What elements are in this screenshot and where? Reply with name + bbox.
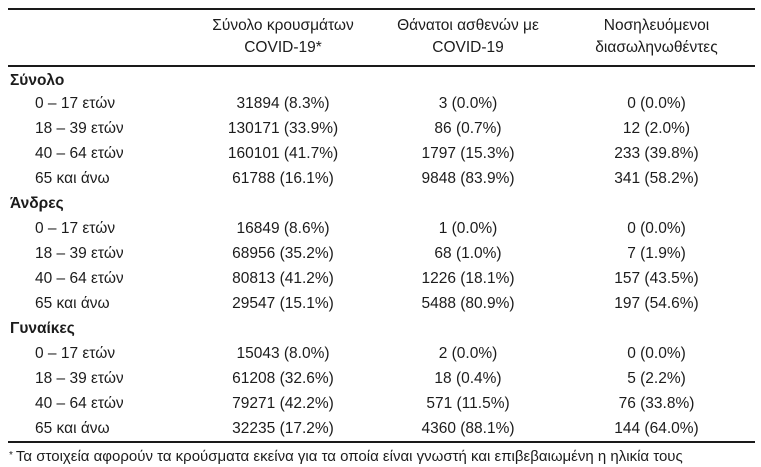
cases-cell: 15043 (8.0%) <box>236 344 330 362</box>
footnote-asterisk-marker: * <box>9 450 13 461</box>
header-intubated: Νοσηλευόμενοι διασωληνωθέντες <box>558 9 755 67</box>
header-deaths-line2: COVID-19 <box>432 39 504 56</box>
age-cell: 65 και άνω <box>35 419 110 437</box>
table-footnote: * Τα στοιχεία αφορούν τα κρούσματα εκείνα… <box>8 441 755 467</box>
intubated-cell: 7 (1.9%) <box>627 244 686 262</box>
intubated-cell: 157 (43.5%) <box>614 269 699 287</box>
cases-cell: 160101 (41.7%) <box>227 144 339 162</box>
table-row-men-40-64: 40 – 64 ετών 80813 (41.2%) 1226 (18.1%) … <box>8 266 755 291</box>
table-row-women-65plus: 65 και άνω 32235 (17.2%) 4360 (88.1%) 14… <box>8 416 755 441</box>
cases-cell: 79271 (42.2%) <box>232 394 334 412</box>
cases-cell: 61788 (16.1%) <box>232 169 334 187</box>
header-deaths-line1: Θάνατοι ασθενών με <box>397 17 539 34</box>
cases-cell: 29547 (15.1%) <box>232 294 334 312</box>
table-row-total-0-17: 0 – 17 ετών 31894 (8.3%) 3 (0.0%) 0 (0.0… <box>8 91 755 116</box>
intubated-cell: 233 (39.8%) <box>614 144 699 162</box>
cases-cell: 32235 (17.2%) <box>232 419 334 437</box>
section-label: Άνδρες <box>10 194 64 212</box>
cases-cell: 68956 (35.2%) <box>232 244 334 262</box>
deaths-cell: 1 (0.0%) <box>438 219 498 237</box>
section-header-total: Σύνολο <box>8 66 755 91</box>
section-header-women: Γυναίκες <box>8 316 755 341</box>
cases-cell: 16849 (8.6%) <box>236 219 330 237</box>
deaths-cell: 86 (0.7%) <box>434 119 502 137</box>
header-total-cases-line1: Σύνολο κρουσμάτων <box>212 17 354 34</box>
table-row-men-65plus: 65 και άνω 29547 (15.1%) 5488 (80.9%) 19… <box>8 291 755 316</box>
table-row-total-65plus: 65 και άνω 61788 (16.1%) 9848 (83.9%) 34… <box>8 166 755 191</box>
header-intubated-line2: διασωληνωθέντες <box>595 39 718 56</box>
covid-age-statistics-table: Σύνολο κρουσμάτων COVID-19* Θάνατοι ασθε… <box>8 8 755 441</box>
deaths-cell: 9848 (83.9%) <box>421 169 515 187</box>
intubated-cell: 0 (0.0%) <box>627 344 686 362</box>
deaths-cell: 3 (0.0%) <box>438 94 498 112</box>
section-label: Σύνολο <box>10 72 65 89</box>
table-row-men-18-39: 18 – 39 ετών 68956 (35.2%) 68 (1.0%) 7 (… <box>8 241 755 266</box>
intubated-cell: 0 (0.0%) <box>627 219 686 237</box>
deaths-cell: 1226 (18.1%) <box>421 269 515 287</box>
intubated-cell: 76 (33.8%) <box>618 394 695 412</box>
footnote-text: Τα στοιχεία αφορούν τα κρούσματα εκείνα … <box>15 448 683 465</box>
intubated-cell: 341 (58.2%) <box>614 169 699 187</box>
table-row-men-0-17: 0 – 17 ετών 16849 (8.6%) 1 (0.0%) 0 (0.0… <box>8 216 755 241</box>
table-row-total-40-64: 40 – 64 ετών 160101 (41.7%) 1797 (15.3%)… <box>8 141 755 166</box>
table-row-women-18-39: 18 – 39 ετών 61208 (32.6%) 18 (0.4%) 5 (… <box>8 366 755 391</box>
intubated-cell: 144 (64.0%) <box>614 419 699 437</box>
age-cell: 0 – 17 ετών <box>35 94 116 112</box>
age-cell: 18 – 39 ετών <box>35 244 124 262</box>
age-cell: 65 και άνω <box>35 294 110 312</box>
header-empty-cell <box>8 9 188 67</box>
deaths-cell: 4360 (88.1%) <box>421 419 515 437</box>
age-cell: 0 – 17 ετών <box>35 219 116 237</box>
age-cell: 18 – 39 ετών <box>35 119 124 137</box>
deaths-cell: 1797 (15.3%) <box>421 144 515 162</box>
deaths-cell: 68 (1.0%) <box>434 244 502 262</box>
header-intubated-line1: Νοσηλευόμενοι <box>603 17 710 34</box>
table-row-total-18-39: 18 – 39 ετών 130171 (33.9%) 86 (0.7%) 12… <box>8 116 755 141</box>
header-total-cases: Σύνολο κρουσμάτων COVID-19* <box>188 9 378 67</box>
cases-cell: 31894 (8.3%) <box>236 94 330 112</box>
header-total-cases-line2: COVID-19* <box>244 39 322 56</box>
deaths-cell: 571 (11.5%) <box>426 394 510 412</box>
intubated-cell: 12 (2.0%) <box>622 119 691 137</box>
cases-cell: 61208 (32.6%) <box>232 369 334 387</box>
age-cell: 65 και άνω <box>35 169 110 187</box>
cases-cell: 80813 (41.2%) <box>232 269 334 287</box>
cases-cell: 130171 (33.9%) <box>227 119 339 137</box>
table-row-women-40-64: 40 – 64 ετών 79271 (42.2%) 571 (11.5%) 7… <box>8 391 755 416</box>
age-cell: 18 – 39 ετών <box>35 369 124 387</box>
intubated-cell: 5 (2.2%) <box>627 369 686 387</box>
intubated-cell: 0 (0.0%) <box>627 94 686 112</box>
age-cell: 0 – 17 ετών <box>35 344 116 362</box>
section-header-men: Άνδρες <box>8 191 755 216</box>
header-deaths: Θάνατοι ασθενών με COVID-19 <box>378 9 558 67</box>
age-cell: 40 – 64 ετών <box>35 144 124 162</box>
deaths-cell: 2 (0.0%) <box>438 344 498 362</box>
intubated-cell: 197 (54.6%) <box>614 294 699 312</box>
section-label: Γυναίκες <box>10 319 75 337</box>
age-cell: 40 – 64 ετών <box>35 394 124 412</box>
deaths-cell: 18 (0.4%) <box>434 369 502 387</box>
table-row-women-0-17: 0 – 17 ετών 15043 (8.0%) 2 (0.0%) 0 (0.0… <box>8 341 755 366</box>
age-cell: 40 – 64 ετών <box>35 269 124 287</box>
table-header-row: Σύνολο κρουσμάτων COVID-19* Θάνατοι ασθε… <box>8 9 755 67</box>
deaths-cell: 5488 (80.9%) <box>421 294 515 312</box>
